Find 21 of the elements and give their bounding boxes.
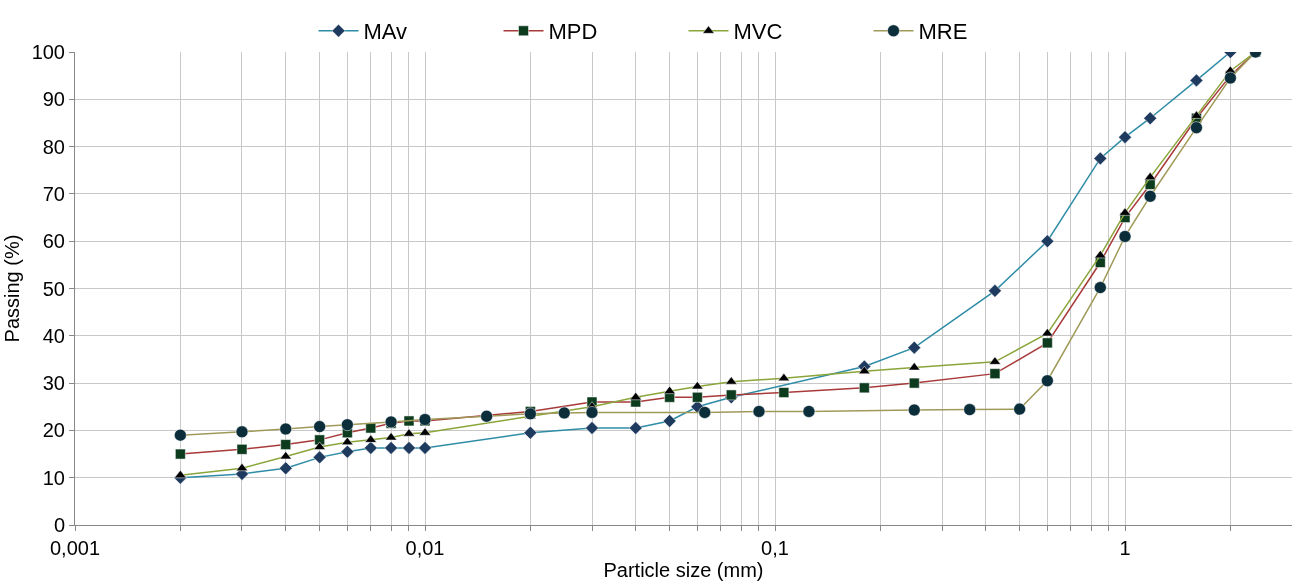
x-axis-title: Particle size (mm) [603,559,764,581]
y-tick-label: 70 [42,182,65,205]
x-tick-label: 0,001 [49,537,101,559]
y-tick-label: 30 [42,372,65,395]
y-tick-label: 100 [31,41,65,63]
y-tick-label: 20 [42,419,65,442]
x-tick-label: 1 [1119,537,1131,559]
y-tick-label: 10 [42,466,65,489]
x-tick-label: 0,1 [761,537,789,559]
x-tick-label: 0,01 [405,537,445,559]
legend-label: MRE [918,19,968,45]
y-tick-label: 0 [53,514,65,536]
y-tick-label: 90 [42,88,65,111]
y-axis-title: Passing (%) [1,234,24,343]
legend-label: MAv [363,19,408,45]
legend-label: MPD [548,19,598,45]
y-tick-label: 80 [42,135,65,158]
legend-label: MVC [733,19,783,45]
y-tick-label: 40 [42,324,65,347]
y-tick-label: 60 [42,230,65,253]
y-tick-label: 50 [42,277,65,300]
